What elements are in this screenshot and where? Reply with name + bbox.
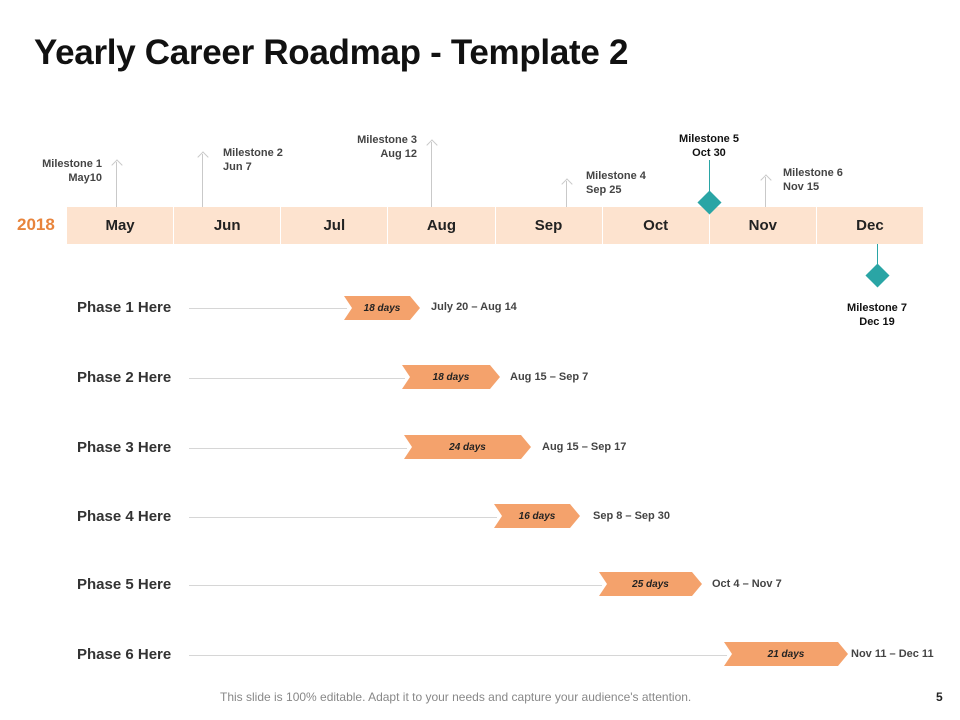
milestone-6-arrow-icon — [760, 174, 772, 186]
phase-5-label: Phase 5 Here — [77, 576, 172, 593]
month-timeline-bar: May Jun Jul Aug Sep Oct Nov Dec — [67, 207, 923, 244]
month-may: May — [105, 217, 135, 234]
month-nov: Nov — [708, 207, 816, 244]
month-jul: Jul — [280, 207, 387, 244]
milestone-2-name: Milestone 2 — [223, 147, 283, 159]
month-dec: Dec — [815, 207, 923, 244]
phase-6-label: Phase 6 Here — [77, 646, 172, 663]
phase-5-dates: Oct 4 – Nov 7 — [712, 578, 782, 590]
milestone-3-date: Aug 12 — [380, 148, 417, 160]
milestone-4-connector — [566, 181, 567, 207]
phase-2-label: Phase 2 Here — [77, 369, 172, 386]
phase-5-track — [189, 585, 602, 586]
milestone-3-connector — [431, 142, 432, 207]
phase-2-dates: Aug 15 – Sep 7 — [510, 371, 589, 383]
milestone-1-date: May10 — [68, 172, 102, 184]
milestone-1-connector — [116, 162, 117, 207]
phase-1-label: Phase 1 Here — [77, 299, 172, 316]
milestone-5-connector — [709, 160, 710, 194]
milestone-3-label: Milestone 3 Aug 12 — [357, 133, 417, 161]
phase-6-duration-bar: 21 days — [724, 642, 848, 666]
milestone-3-arrow-icon — [426, 139, 438, 151]
phase-6-track — [189, 655, 727, 656]
milestone-1-label: Milestone 1 May10 — [42, 157, 102, 185]
milestone-4-label: Milestone 4 Sep 25 — [586, 169, 646, 197]
milestone-7-date: Dec 19 — [859, 316, 895, 328]
footer-note: This slide is 100% editable. Adapt it to… — [220, 690, 692, 704]
milestone-6-name: Milestone 6 — [783, 167, 843, 179]
phase-2-duration-bar: 18 days — [402, 365, 500, 389]
phase-6-dates: Nov 11 – Dec 11 — [851, 648, 934, 660]
phase-3-dates: Aug 15 – Sep 17 — [542, 441, 627, 453]
milestone-2-connector — [202, 154, 203, 207]
milestone-7-connector — [877, 244, 878, 266]
phase-1-dates: July 20 – Aug 14 — [431, 301, 517, 313]
milestone-5-label: Milestone 5 Oct 30 — [669, 132, 749, 160]
milestone-3-name: Milestone 3 — [357, 134, 417, 146]
milestone-2-arrow-icon — [197, 151, 209, 163]
year-label: 2018 — [17, 215, 55, 234]
phase-3-track — [189, 448, 407, 449]
phase-3-duration-bar: 24 days — [404, 435, 531, 459]
milestone-5-name: Milestone 5 — [679, 133, 739, 145]
milestone-7-name: Milestone 7 — [847, 302, 907, 314]
phase-4-duration-bar: 16 days — [494, 504, 580, 528]
milestone-4-name: Milestone 4 — [586, 170, 646, 182]
page-title: Yearly Career Roadmap - Template 2 — [34, 33, 629, 72]
milestone-7-label: Milestone 7 Dec 19 — [837, 301, 917, 329]
milestone-4-date: Sep 25 — [586, 184, 622, 196]
phase-4-label: Phase 4 Here — [77, 508, 172, 525]
phase-5-duration-bar: 25 days — [599, 572, 702, 596]
phase-3-label: Phase 3 Here — [77, 439, 172, 456]
phase-4-dates: Sep 8 – Sep 30 — [593, 510, 671, 522]
milestone-5-date: Oct 30 — [692, 147, 726, 159]
phase-4-track — [189, 517, 497, 518]
milestone-6-date: Nov 15 — [783, 181, 820, 193]
phase-1-track — [189, 308, 347, 309]
milestone-6-connector — [765, 177, 766, 207]
month-aug: Aug — [387, 207, 494, 244]
phase-2-track — [189, 378, 405, 379]
milestone-1-arrow-icon — [111, 159, 123, 171]
milestone-6-label: Milestone 6 Nov 15 — [783, 166, 843, 194]
month-sep: Sep — [494, 207, 602, 244]
milestone-1-name: Milestone 1 — [42, 158, 102, 170]
page-number: 5 — [936, 690, 943, 704]
milestone-2-label: Milestone 2 Jun 7 — [223, 146, 283, 174]
milestone-2-date: Jun 7 — [223, 161, 252, 173]
month-oct: Oct — [601, 207, 709, 244]
month-jun: Jun — [173, 207, 280, 244]
milestone-4-arrow-icon — [561, 178, 573, 190]
milestone-7-diamond-icon — [865, 263, 890, 288]
phase-1-duration-bar: 18 days — [344, 296, 420, 320]
